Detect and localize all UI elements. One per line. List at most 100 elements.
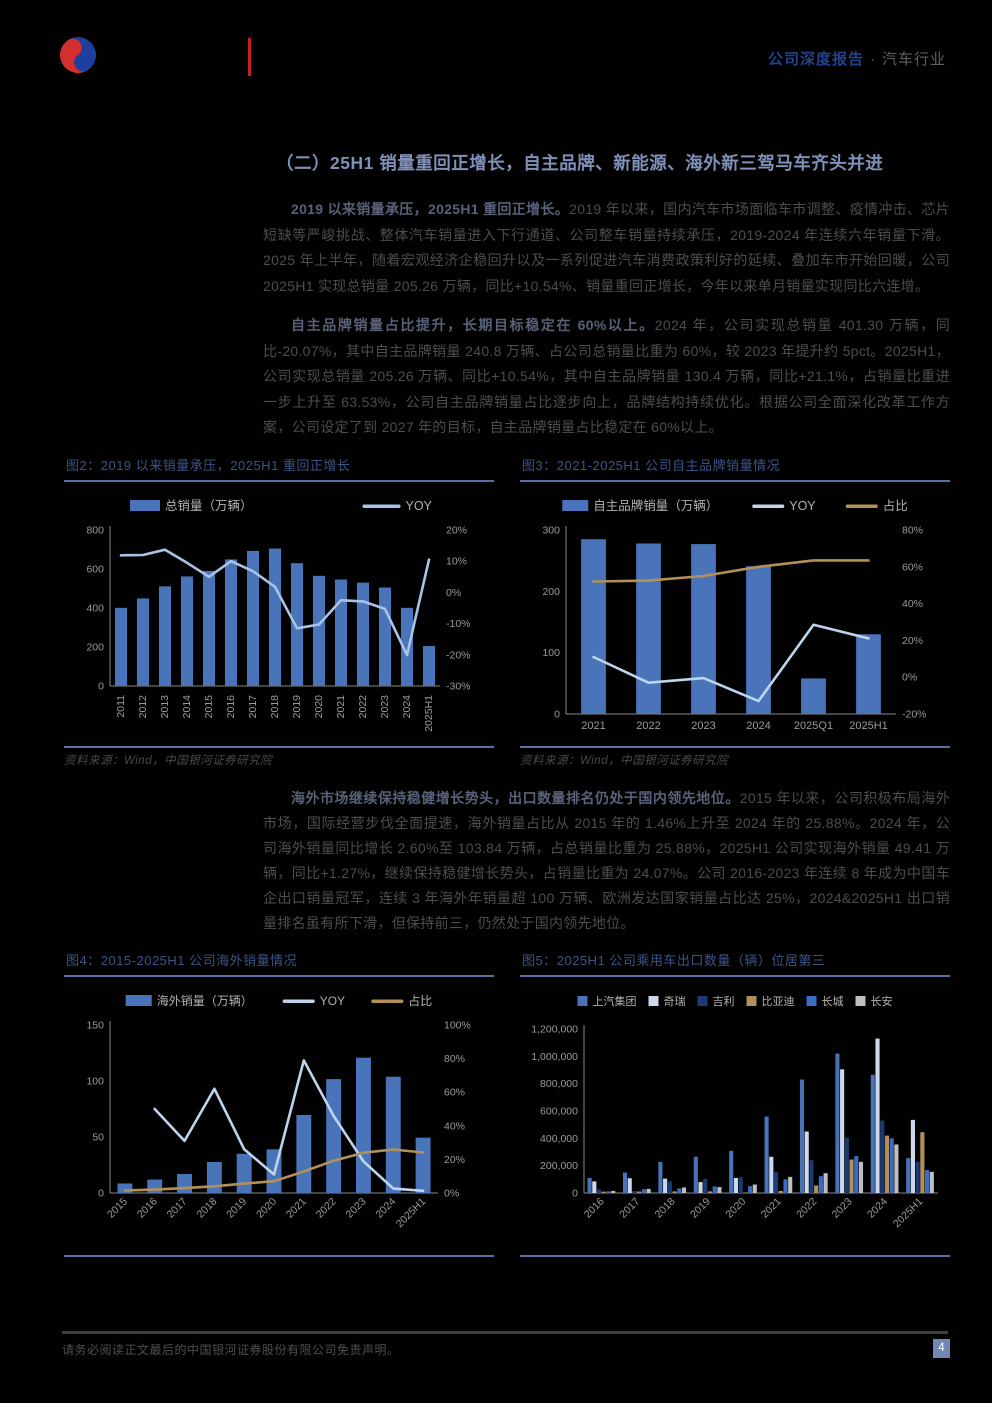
svg-text:40%: 40% (444, 1120, 465, 1132)
figure-source: 资料来源：Wind，中国银河证券研究院 (520, 754, 729, 767)
svg-text:2019: 2019 (688, 1195, 713, 1220)
svg-text:2020: 2020 (723, 1195, 748, 1220)
svg-text:2018: 2018 (269, 694, 281, 718)
svg-text:2022: 2022 (357, 694, 369, 718)
svg-text:200: 200 (542, 585, 560, 597)
svg-text:400: 400 (86, 602, 104, 614)
header-dot: · (869, 51, 876, 68)
svg-text:2025H1: 2025H1 (394, 1195, 429, 1230)
export-volume-comparison-chart: 上汽集团 奇瑞 吉利 比亚迪 长城 长安 0 200,000 400,000 600,000 800… (531, 994, 938, 1230)
svg-text:100%: 100% (444, 1019, 471, 1031)
svg-text:2020: 2020 (313, 694, 325, 718)
svg-text:200,000: 200,000 (540, 1160, 578, 1172)
svg-text:YOY: YOY (406, 499, 433, 513)
figure-caption: 图2：2019 以来销量承压，2025H1 重回正增长 (64, 451, 494, 482)
svg-text:2024: 2024 (401, 694, 413, 718)
svg-text:总销量（万辆）: 总销量（万辆） (165, 499, 253, 513)
svg-text:2014: 2014 (181, 694, 193, 718)
svg-text:2020: 2020 (254, 1195, 279, 1220)
paragraph-lead: 海外市场继续保持稳健增长势头，出口数量排名仍处于国内领先地位。 (291, 789, 740, 806)
svg-text:2025H1: 2025H1 (849, 720, 888, 732)
figure-caption: 图5：2025H1 公司乘用车出口数量（辆）位居第三 (520, 946, 950, 977)
svg-text:2024: 2024 (746, 720, 770, 732)
paragraph-body: 2015 年以来，公司积极布局海外市场，国际经营步伐全面提速，海外销量占比从 2… (263, 789, 950, 931)
section-heading: （二）25H1 销量重回正增长，自主品牌、新能源、海外新三驾马车齐头并进 (276, 153, 884, 173)
svg-text:2017: 2017 (247, 694, 259, 718)
industry-label: 汽车行业 (881, 51, 946, 68)
svg-text:2012: 2012 (137, 694, 149, 718)
svg-text:2016: 2016 (582, 1195, 607, 1220)
svg-text:-10%: -10% (446, 618, 471, 630)
svg-text:2019: 2019 (224, 1195, 249, 1220)
svg-text:比亚迪: 比亚迪 (762, 995, 795, 1008)
svg-text:10%: 10% (446, 555, 467, 567)
svg-text:2011: 2011 (115, 694, 127, 717)
paragraph-body: 2024 年，公司实现总销量 401.30 万辆，同比-20.07%，其中自主品… (263, 317, 950, 435)
svg-text:2023: 2023 (344, 1195, 369, 1220)
svg-text:2023: 2023 (379, 694, 391, 718)
svg-text:60%: 60% (444, 1086, 465, 1098)
svg-text:100: 100 (86, 1075, 104, 1087)
svg-text:2025H1: 2025H1 (891, 1195, 926, 1230)
figure-2: 图2：2019 以来销量承压，2025H1 重回正增长 总销量（万辆） YOY 0 2… (64, 451, 494, 768)
svg-text:2024: 2024 (373, 1195, 398, 1220)
figure-source: 资料来源：Wind，中国银河证券研究院 (64, 754, 273, 767)
svg-text:2022: 2022 (636, 720, 660, 732)
svg-text:-20%: -20% (446, 649, 471, 661)
figure-row-1: 图2：2019 以来销量承压，2025H1 重回正增长 总销量（万辆） YOY 0 2… (0, 441, 992, 768)
svg-text:600: 600 (86, 563, 104, 575)
svg-text:2018: 2018 (194, 1195, 219, 1220)
svg-text:80%: 80% (444, 1053, 465, 1065)
svg-text:0: 0 (98, 680, 104, 692)
svg-text:0: 0 (572, 1187, 578, 1199)
svg-text:2023: 2023 (691, 720, 715, 732)
svg-text:2015: 2015 (203, 694, 215, 718)
svg-text:占比: 占比 (883, 498, 908, 513)
svg-text:1,200,000: 1,200,000 (531, 1023, 578, 1035)
svg-text:800,000: 800,000 (540, 1078, 578, 1090)
svg-text:0: 0 (554, 708, 560, 720)
svg-text:2022: 2022 (794, 1195, 819, 1220)
figure-chart-box: 上汽集团 奇瑞 吉利 比亚迪 长城 长安 0 200,000 400,000 600,000 800… (520, 983, 950, 1257)
svg-text:占比: 占比 (408, 993, 432, 1008)
figure-caption: 图3：2021-2025H1 公司自主品牌销量情况 (520, 451, 950, 482)
svg-text:400,000: 400,000 (540, 1132, 578, 1144)
page-footer: 请务必阅读正文最后的中国银河证券股份有限公司免责声明。 4 (62, 1331, 950, 1358)
svg-text:长安: 长安 (871, 994, 893, 1008)
paragraph-lead: 自主品牌销量占比提升，长期目标稳定在 60%以上。 (291, 317, 655, 333)
page-number-badge: 4 (933, 1339, 950, 1358)
paragraph-overseas: 海外市场继续保持稳健增长势头，出口数量排名仍处于国内领先地位。2015 年以来，… (263, 786, 950, 936)
svg-text:自主品牌销量（万辆）: 自主品牌销量（万辆） (593, 498, 718, 513)
svg-text:40%: 40% (902, 598, 923, 610)
svg-text:80%: 80% (902, 524, 923, 536)
svg-text:0%: 0% (444, 1187, 459, 1199)
svg-text:20%: 20% (446, 524, 467, 536)
svg-text:2017: 2017 (617, 1195, 642, 1220)
overseas-sales-chart: 海外销量（万辆） YOY 占比 0 50 100 150 0% 20% 40% 60% 80% 100%… (86, 993, 471, 1230)
svg-text:2017: 2017 (165, 1195, 190, 1220)
svg-text:60%: 60% (902, 561, 923, 573)
figure-4: 图4：2015-2025H1 公司海外销量情况 海外销量（万辆） YOY 占比 0 50… (64, 946, 494, 1257)
svg-text:2021: 2021 (284, 1195, 309, 1220)
svg-text:2016: 2016 (135, 1195, 160, 1220)
svg-text:2019: 2019 (291, 694, 303, 718)
disclaimer-text: 请务必阅读正文最后的中国银河证券股份有限公司免责声明。 (62, 1343, 400, 1357)
svg-text:2021: 2021 (581, 720, 605, 732)
svg-text:150: 150 (86, 1019, 104, 1031)
svg-text:2023: 2023 (830, 1195, 855, 1220)
header-report-type: 公司深度报告 · 汽车行业 (768, 48, 946, 69)
galaxy-securities-logo-icon (56, 34, 100, 81)
svg-text:50: 50 (92, 1131, 104, 1143)
svg-text:2025Q1: 2025Q1 (794, 720, 833, 732)
header-red-divider (248, 38, 251, 76)
paragraph-sales-recovery: 2019 以来销量承压，2025H1 重回正增长。2019 年以来，国内汽车市场… (263, 197, 950, 299)
svg-text:1,000,000: 1,000,000 (531, 1050, 578, 1062)
svg-text:20%: 20% (902, 634, 923, 646)
figure-caption: 图4：2015-2025H1 公司海外销量情况 (64, 946, 494, 977)
figure-chart-box: 海外销量（万辆） YOY 占比 0 50 100 150 0% 20% 40% 60% 80% 100%… (64, 983, 494, 1257)
figure-3: 图3：2021-2025H1 公司自主品牌销量情况 自主品牌销量（万辆） YOY 占… (520, 451, 950, 768)
svg-text:20%: 20% (444, 1153, 465, 1165)
svg-text:0%: 0% (446, 586, 461, 598)
paragraph-body: 2019 年以来，国内汽车市场面临车市调整、疫情冲击、芯片短缺等严峻挑战、整体汽… (263, 201, 950, 294)
